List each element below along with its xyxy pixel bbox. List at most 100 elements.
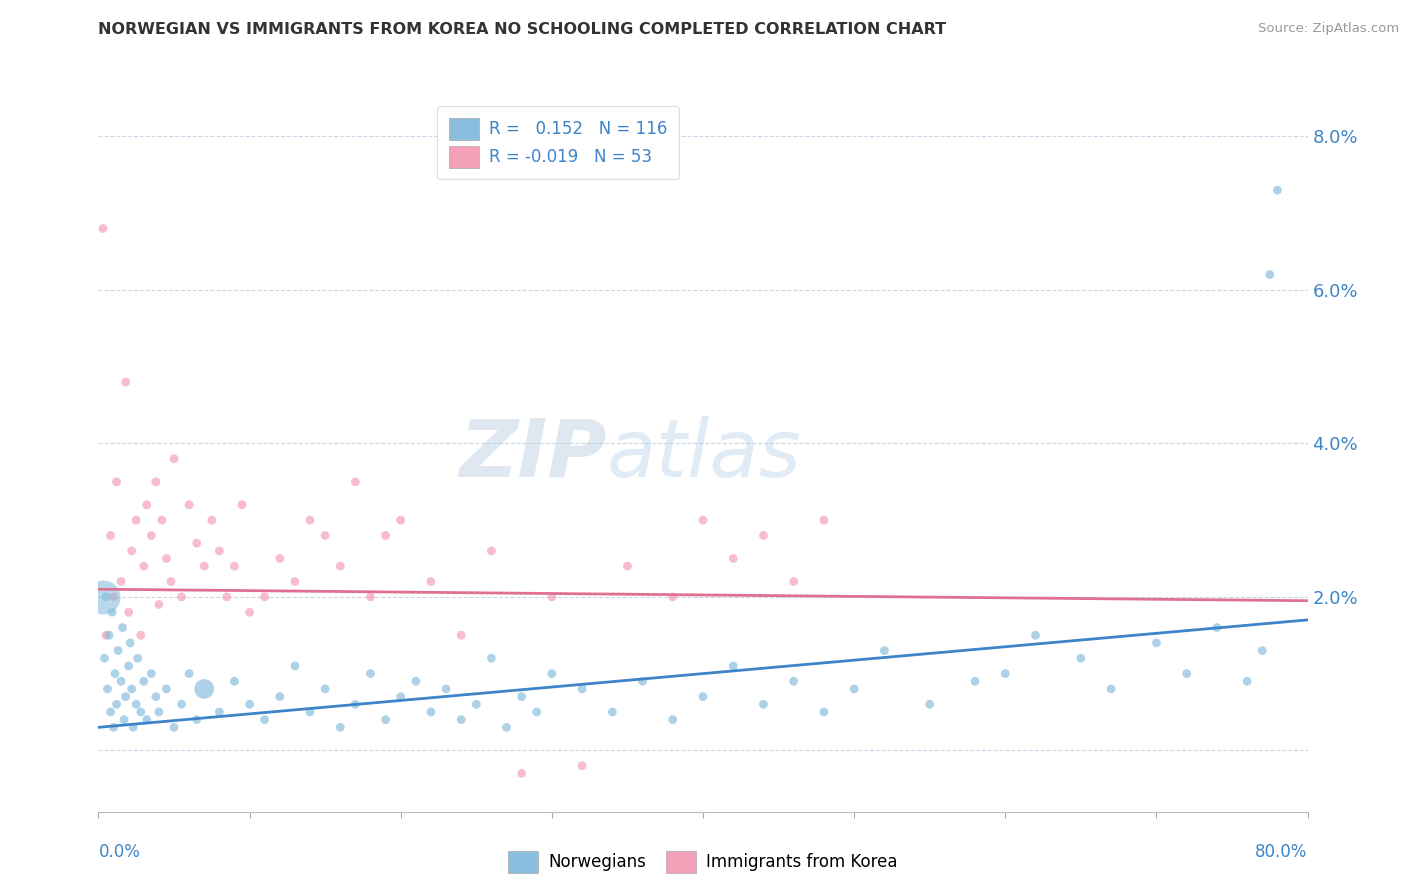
Point	[495, 720, 517, 734]
Point	[186, 536, 208, 550]
Point	[299, 705, 322, 719]
Point	[299, 513, 322, 527]
Point	[141, 528, 163, 542]
Text: Source: ZipAtlas.com: Source: ZipAtlas.com	[1258, 22, 1399, 36]
Point	[541, 666, 564, 681]
Text: ZIP: ZIP	[458, 416, 606, 494]
Point	[94, 628, 117, 642]
Text: atlas: atlas	[606, 416, 801, 494]
Point	[692, 513, 714, 527]
Point	[994, 666, 1017, 681]
Point	[420, 574, 443, 589]
Point	[163, 720, 186, 734]
Point	[93, 651, 115, 665]
Point	[813, 513, 835, 527]
Point	[434, 681, 457, 696]
Point	[132, 559, 155, 574]
Point	[450, 713, 472, 727]
Point	[129, 628, 152, 642]
Point	[208, 705, 231, 719]
Point	[91, 221, 114, 235]
Point	[186, 713, 208, 727]
Point	[100, 528, 122, 542]
Point	[104, 666, 127, 681]
Point	[723, 551, 745, 566]
Point	[344, 698, 367, 712]
Point	[329, 720, 352, 734]
Point	[201, 513, 224, 527]
Point	[374, 713, 396, 727]
Point	[616, 559, 638, 574]
Point	[170, 698, 193, 712]
Point	[145, 690, 167, 704]
Point	[160, 574, 183, 589]
Point	[107, 643, 129, 657]
Point	[1146, 636, 1168, 650]
Point	[1175, 666, 1198, 681]
Point	[96, 681, 118, 696]
Point	[170, 590, 193, 604]
Point	[510, 766, 533, 780]
Point	[602, 705, 624, 719]
Point	[120, 636, 142, 650]
Point	[360, 590, 382, 604]
Point	[148, 598, 170, 612]
Point	[481, 651, 503, 665]
Point	[155, 681, 177, 696]
Point	[239, 605, 262, 619]
Point	[329, 559, 352, 574]
Point	[662, 713, 685, 727]
Point	[224, 674, 246, 689]
Point	[163, 451, 186, 466]
Point	[389, 690, 412, 704]
Point	[100, 705, 122, 719]
Point	[111, 621, 134, 635]
Point	[269, 551, 291, 566]
Point	[631, 674, 654, 689]
Point	[179, 498, 201, 512]
Point	[1258, 268, 1281, 282]
Point	[571, 758, 593, 772]
Point	[193, 559, 215, 574]
Point	[269, 690, 291, 704]
Point	[103, 720, 125, 734]
Point	[873, 643, 896, 657]
Text: NORWEGIAN VS IMMIGRANTS FROM KOREA NO SCHOOLING COMPLETED CORRELATION CHART: NORWEGIAN VS IMMIGRANTS FROM KOREA NO SC…	[98, 22, 946, 37]
Text: 80.0%: 80.0%	[1256, 843, 1308, 861]
Point	[98, 628, 121, 642]
Point	[844, 681, 866, 696]
Point	[118, 605, 141, 619]
Point	[662, 590, 685, 604]
Point	[127, 651, 149, 665]
Point	[1251, 643, 1274, 657]
Point	[1024, 628, 1046, 642]
Point	[450, 628, 472, 642]
Point	[1206, 621, 1229, 635]
Point	[918, 698, 941, 712]
Point	[155, 551, 177, 566]
Point	[965, 674, 987, 689]
Point	[692, 690, 714, 704]
Point	[125, 513, 148, 527]
Point	[420, 705, 443, 719]
Point	[105, 698, 128, 712]
Point	[231, 498, 253, 512]
Point	[193, 681, 215, 696]
Point	[224, 559, 246, 574]
Legend: R =   0.152   N = 116, R = -0.019   N = 53: R = 0.152 N = 116, R = -0.019 N = 53	[437, 106, 679, 179]
Point	[114, 690, 136, 704]
Point	[121, 544, 143, 558]
Point	[253, 713, 276, 727]
Point	[481, 544, 503, 558]
Legend: Norwegians, Immigrants from Korea: Norwegians, Immigrants from Korea	[502, 845, 904, 880]
Point	[374, 528, 396, 542]
Point	[1267, 183, 1289, 197]
Point	[105, 475, 128, 489]
Point	[1070, 651, 1092, 665]
Point	[813, 705, 835, 719]
Point	[1236, 674, 1258, 689]
Point	[91, 590, 114, 604]
Text: 0.0%: 0.0%	[98, 843, 141, 861]
Point	[135, 498, 157, 512]
Point	[110, 574, 132, 589]
